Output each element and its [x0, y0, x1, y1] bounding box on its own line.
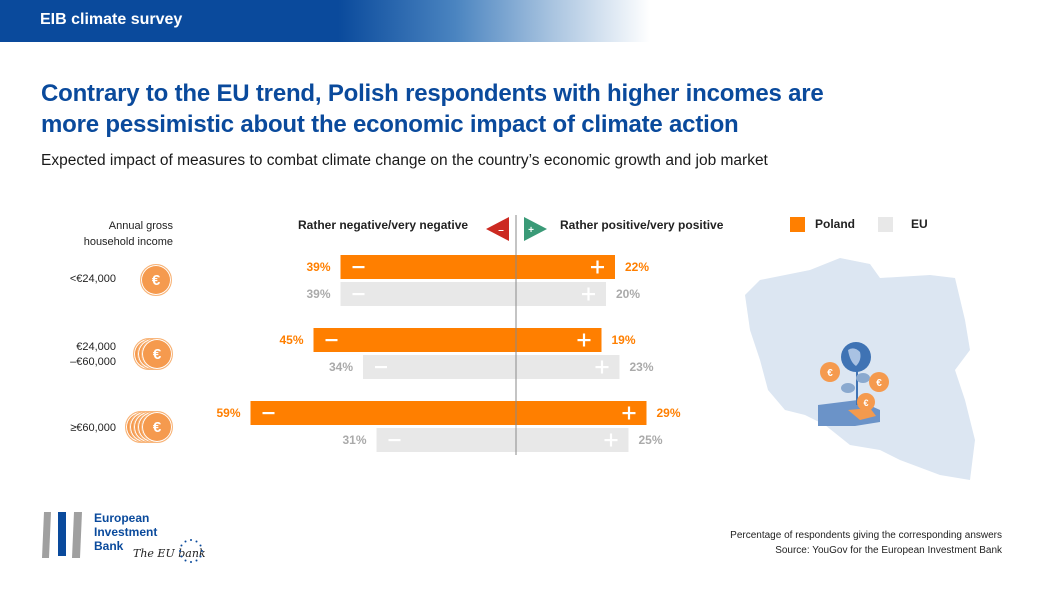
data-label-poland-negative: 39% [306, 260, 330, 274]
data-label-eu-negative: 34% [329, 360, 353, 374]
star [190, 561, 192, 563]
eib-logo-bars-icon [42, 512, 82, 558]
bar-eu-negative [376, 428, 516, 452]
page-title: Contrary to the EU trend, Polish respond… [41, 80, 824, 138]
minus-icon [375, 366, 387, 369]
hand-with-plant-globe-coins-icon: € € € [818, 342, 889, 426]
svg-text:€: € [876, 378, 882, 389]
data-label-poland-negative: 59% [216, 406, 240, 420]
star [180, 544, 183, 547]
svg-text:€: € [827, 368, 833, 379]
bar-poland-negative [250, 401, 516, 425]
income-label-high: ≥€60,000 [40, 421, 116, 436]
logo-line: Investment [94, 525, 158, 539]
eib-logo-text: European Investment Bank [94, 511, 157, 553]
minus-triangle-icon: – [486, 217, 509, 241]
positive-axis-label: Rather positive/very positive [560, 218, 724, 232]
coin: € [141, 338, 173, 370]
minus-icon [325, 339, 338, 342]
income-label-low: <€24,000 [40, 272, 116, 287]
footnote-definition: Percentage of respondents giving the cor… [730, 530, 1002, 541]
plus-icon [577, 333, 591, 347]
data-label-eu-positive: 23% [630, 360, 654, 374]
data-label-poland-positive: 19% [612, 333, 636, 347]
svg-text:–: – [498, 225, 504, 236]
data-label-poland-positive: 22% [625, 260, 649, 274]
star [199, 544, 202, 547]
bar-poland-negative [313, 328, 516, 352]
footnote-source: Source: YouGov for the European Investme… [775, 545, 1002, 556]
legend-swatch-poland [790, 217, 805, 232]
bar-poland-positive [516, 328, 602, 352]
coin: € [141, 411, 173, 443]
logo-line: European [94, 511, 150, 525]
income-header-line: household income [83, 236, 173, 248]
bar-eu-positive [516, 355, 620, 379]
coin: € [140, 264, 172, 296]
poland-map: € € € [745, 258, 975, 480]
minus-icon [352, 266, 365, 269]
bar-eu-positive [516, 282, 606, 306]
income-label-line: ≥€60,000 [70, 422, 116, 434]
income-label-line: €24,000 [76, 341, 116, 353]
star [195, 540, 198, 543]
data-label-poland-positive: 29% [657, 406, 681, 420]
bar-eu-positive [516, 428, 629, 452]
star [184, 559, 187, 562]
star [199, 555, 202, 558]
minus-icon [352, 293, 365, 296]
data-label-poland-negative: 45% [279, 333, 303, 347]
minus-icon [262, 412, 275, 415]
income-axis-header: Annual gross household income [60, 218, 173, 250]
income-label-line: <€24,000 [69, 273, 116, 285]
plus-icon [582, 287, 595, 301]
svg-text:€: € [863, 398, 868, 408]
legend-swatch-eu [878, 217, 893, 232]
data-label-eu-negative: 31% [342, 433, 366, 447]
bar-eu-negative [363, 355, 516, 379]
plus-triangle-icon: + [524, 217, 547, 241]
star [184, 540, 187, 543]
minus-icon [388, 439, 401, 442]
star [201, 550, 203, 552]
bar-poland-positive [516, 401, 647, 425]
star [195, 559, 198, 562]
income-label-mid: €24,000 –€60,000 [40, 340, 116, 370]
data-label-eu-positive: 25% [639, 433, 663, 447]
plus-icon [622, 406, 636, 420]
eib-tagline: The EU bank [133, 547, 206, 560]
star [179, 550, 181, 552]
income-label-line: –€60,000 [70, 356, 116, 368]
eu-stars-icon [179, 539, 203, 563]
bar-eu-negative [340, 282, 516, 306]
data-label-eu-negative: 39% [306, 287, 330, 301]
plus-icon [591, 260, 604, 274]
negative-axis-label: Rather negative/very negative [298, 218, 469, 232]
footnote: Percentage of respondents giving the cor… [730, 528, 1002, 558]
income-header-line: Annual gross [108, 220, 173, 232]
data-label-eu-positive: 20% [616, 287, 640, 301]
bar-poland-positive [516, 255, 615, 279]
header-bar: EIB climate survey [0, 0, 650, 42]
bar-poland-negative [340, 255, 516, 279]
star [190, 539, 192, 541]
plus-icon [595, 360, 609, 374]
logo-line: Bank [94, 539, 124, 553]
legend-label-eu: EU [911, 217, 928, 231]
svg-text:+: + [528, 225, 534, 236]
legend-label-poland: Poland [815, 217, 856, 231]
star [180, 555, 183, 558]
plus-icon [604, 433, 618, 447]
header-label: EIB climate survey [40, 11, 183, 28]
chart-subtitle: Expected impact of measures to combat cl… [41, 152, 768, 169]
